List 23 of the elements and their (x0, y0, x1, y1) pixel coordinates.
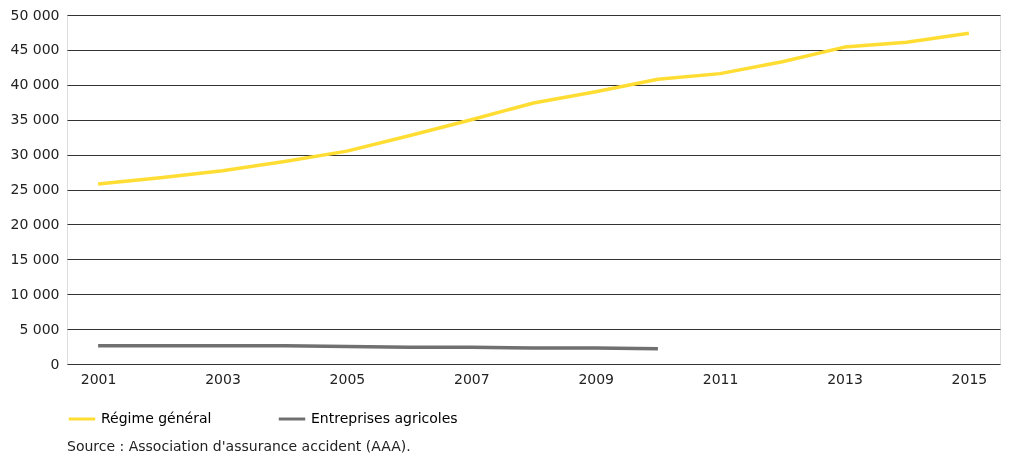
y-tick-label: 35 000 (10, 111, 60, 128)
legend-label: Entreprises agricoles (311, 410, 458, 426)
y-tick-label: 40 000 (10, 76, 60, 93)
line-series (96, 31, 971, 186)
x-tick-label: 2015 (951, 370, 988, 387)
y-tick-label: 20 000 (10, 215, 60, 232)
y-tick-label: 10 000 (10, 285, 60, 302)
y-tick-label: 0 (50, 355, 60, 372)
y-tick-label: 15 000 (10, 250, 60, 267)
x-tick-label: 2007 (453, 370, 490, 387)
y-tick-label: 30 000 (10, 146, 60, 163)
y-tick-label: 25 000 (10, 181, 60, 197)
x-tick-label: 2001 (80, 370, 117, 387)
source-note: Source : Association d'assurance accident (AAA). (67, 438, 411, 454)
x-tick-label: 2013 (827, 370, 863, 387)
legend-label: Régime général (101, 410, 212, 426)
y-tick-label: 45 000 (10, 41, 60, 58)
x-tick-label: 2003 (205, 370, 241, 387)
y-tick-label: 50 000 (10, 6, 60, 23)
x-tick-label: 2011 (702, 370, 739, 387)
x-tick-label: 2009 (578, 370, 615, 387)
y-tick-label: 5 000 (19, 320, 60, 337)
x-tick-label: 2005 (329, 370, 366, 387)
